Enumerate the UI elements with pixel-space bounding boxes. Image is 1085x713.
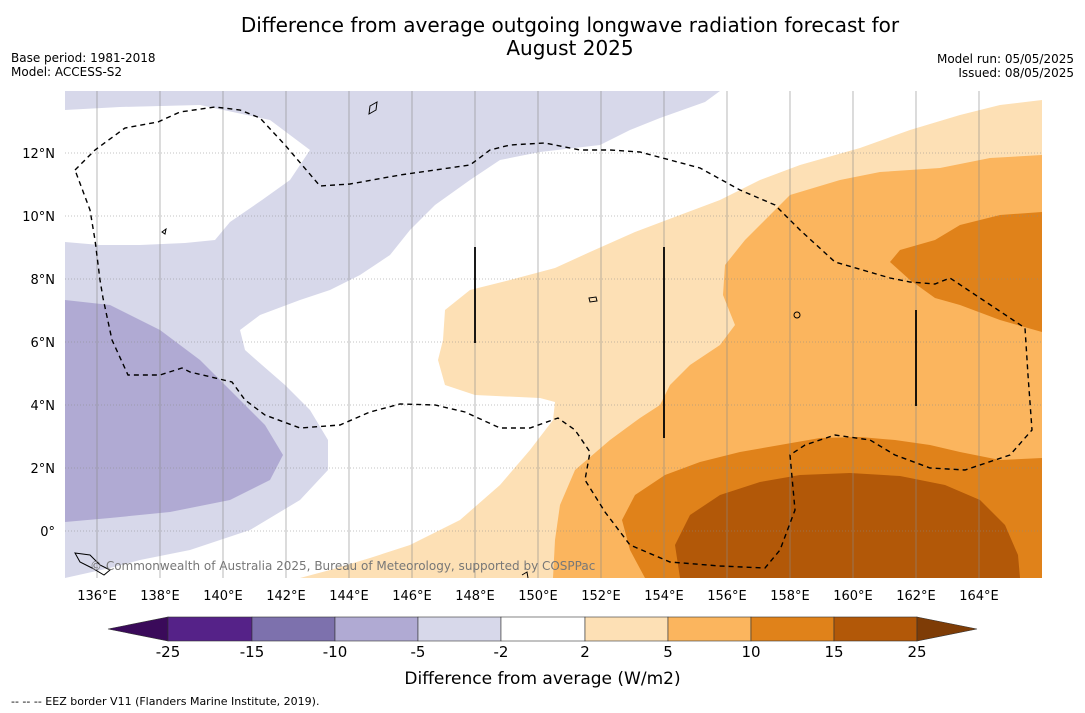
eez-borders: [74, 106, 1033, 569]
colorbar-bin: [833, 616, 918, 642]
footer-note: -- -- -- EEZ border V11 (Flanders Marine…: [11, 695, 320, 708]
colorbar-tick-label: 15: [824, 643, 844, 661]
lon-labels: 136°E 138°E 140°E 142°E 144°E 146°E 148°…: [77, 589, 999, 604]
lon-label: 160°E: [833, 589, 873, 604]
copyright-text: © Commonwealth of Australia 2025, Bureau…: [90, 559, 595, 573]
colorbar-bin: [584, 616, 669, 642]
colorbar-bin: [167, 616, 253, 642]
colorbar-tick-label: 5: [663, 643, 673, 661]
lat-label: 2°N: [31, 462, 56, 477]
colorbar-tick-label: 25: [907, 643, 927, 661]
contour-neg-gap: [65, 105, 310, 245]
lon-label: 152°E: [581, 589, 621, 604]
lat-label: 6°N: [31, 336, 56, 351]
colorbar-bin: [251, 616, 336, 642]
lat-label: 10°N: [22, 210, 55, 225]
lon-label: 138°E: [140, 589, 180, 604]
model-name: Model: ACCESS-S2: [11, 65, 123, 79]
gridlines: [96, 91, 980, 578]
lat-label: 0°: [40, 525, 55, 540]
colorbar: [107, 616, 978, 642]
lon-label: 142°E: [266, 589, 306, 604]
lon-label: 136°E: [77, 589, 117, 604]
contour-pos-extreme: [675, 473, 1020, 578]
lon-label: 144°E: [329, 589, 369, 604]
meta-right: Model run: 05/05/2025 Issued: 08/05/2025: [937, 52, 1074, 80]
lon-label: 156°E: [707, 589, 747, 604]
colorbar-extend-left: [107, 616, 169, 642]
colorbar-title: Difference from average (W/m2): [404, 669, 681, 689]
colorbar-bin: [750, 616, 835, 642]
base-period: Base period: 1981-2018: [11, 51, 156, 65]
colorbar-tick-label: -15: [239, 643, 265, 661]
lon-label: 162°E: [896, 589, 936, 604]
colorbar-tick-label: -5: [410, 643, 426, 661]
boundary-lines: [474, 247, 917, 438]
lon-label: 164°E: [959, 589, 999, 604]
issued-date: Issued: 08/05/2025: [958, 66, 1074, 80]
lat-label: 4°N: [31, 399, 56, 414]
lon-label: 148°E: [455, 589, 495, 604]
colorbar-bin: [334, 616, 419, 642]
lon-label: 146°E: [392, 589, 432, 604]
title-line-2: August 2025: [506, 36, 634, 60]
lon-label: 154°E: [644, 589, 684, 604]
lon-label: 140°E: [203, 589, 243, 604]
colorbar-tick-label: 10: [741, 643, 761, 661]
colorbar-bin: [500, 616, 586, 642]
coastlines: [74, 101, 801, 578]
title-line-1: Difference from average outgoing longwav…: [240, 13, 900, 37]
colorbar-tick-label: -2: [493, 643, 509, 661]
chart-title: Difference from average outgoing longwav…: [170, 14, 970, 60]
colorbar-extend-right: [916, 616, 978, 642]
contour-neg-medium: [65, 300, 283, 522]
colorbar-bin: [667, 616, 752, 642]
map-plot-area: [65, 91, 1042, 578]
colorbar-tick-label: -25: [155, 643, 181, 661]
model-run: Model run: 05/05/2025: [936, 52, 1074, 66]
lat-label: 8°N: [31, 273, 56, 288]
colorbar-bin: [417, 616, 502, 642]
lat-label: 12°N: [22, 147, 55, 162]
colorbar-tick-label: -10: [322, 643, 348, 661]
lon-label: 150°E: [518, 589, 558, 604]
meta-left: Base period: 1981-2018 Model: ACCESS-S2: [11, 51, 156, 79]
lat-labels: 12°N 10°N 8°N 6°N 4°N 2°N 0°: [22, 147, 55, 540]
colorbar-tick-label: 2: [580, 643, 590, 661]
lon-label: 158°E: [770, 589, 810, 604]
contour-pos-strong-north: [890, 212, 1042, 332]
lat-gridlines: [65, 152, 1042, 532]
